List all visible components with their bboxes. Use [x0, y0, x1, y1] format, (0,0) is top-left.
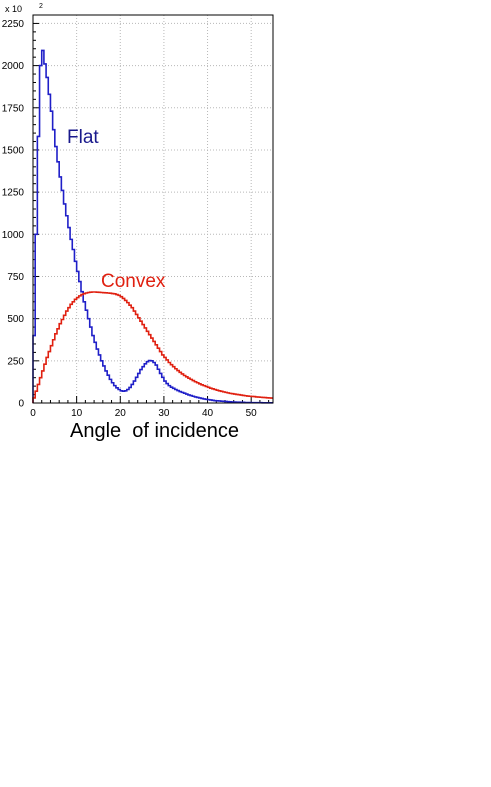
axis-ticks: 0 250 500 750 1000 1250 1500 1750 2000 2250 0 10 20 3…: [2, 19, 270, 419]
series-label-convex: Convex: [101, 271, 166, 292]
y-multiplier-label: x 10: [5, 4, 22, 14]
x-tick-label: 20: [115, 408, 127, 419]
y-tick-label: 1500: [2, 145, 25, 156]
grid: [33, 15, 273, 403]
x-tick-label: 40: [202, 408, 214, 419]
y-tick-label: 1000: [2, 230, 25, 241]
series-lines: [32, 49, 273, 404]
x-tick-label: 10: [71, 408, 83, 419]
y-tick-label: 2250: [2, 19, 25, 30]
y-tick-label: 750: [7, 272, 24, 283]
series-line-flat: [32, 49, 273, 404]
x-tick-label: 30: [158, 408, 170, 419]
y-multiplier-exponent: 2: [39, 3, 43, 10]
y-tick-label: 0: [18, 399, 24, 410]
x-tick-label: 0: [30, 408, 36, 419]
y-tick-label: 2000: [2, 61, 25, 72]
y-tick-label: 500: [7, 314, 24, 325]
y-tick-label: 1750: [2, 103, 25, 114]
series-line-convex: [32, 291, 273, 403]
y-tick-label: 250: [7, 356, 24, 367]
x-tick-label: 50: [246, 408, 258, 419]
x-axis-title: Angle of incidence: [70, 420, 239, 442]
y-tick-label: 1250: [2, 188, 25, 199]
plot-frame: [32, 14, 274, 404]
series-label-flat: Flat: [67, 127, 99, 148]
